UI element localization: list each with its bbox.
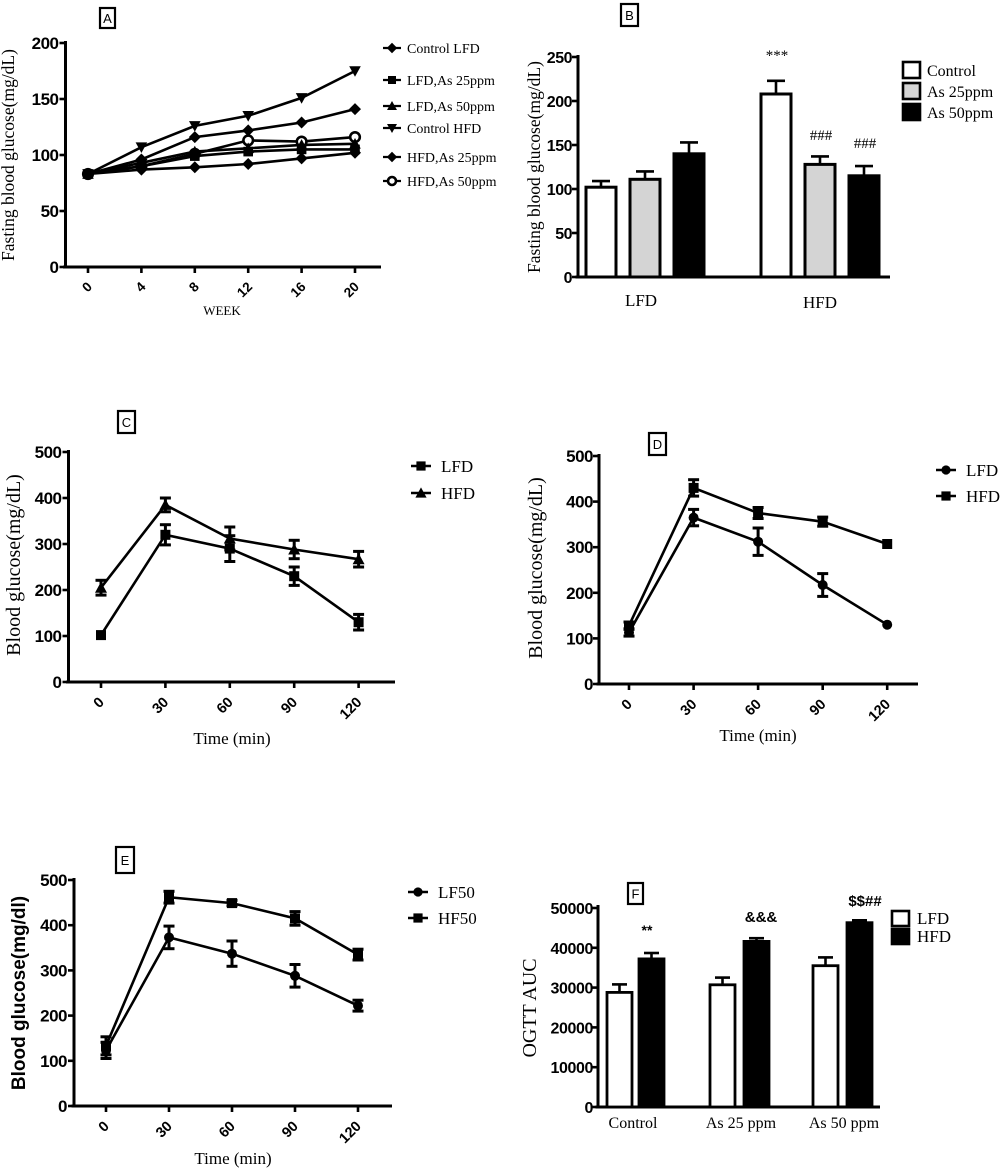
svg-text:300: 300 <box>40 961 67 980</box>
svg-text:50000: 50000 <box>551 901 594 918</box>
svg-text:LFD: LFD <box>966 461 998 480</box>
svg-text:F: F <box>632 887 640 902</box>
svg-text:Time (min): Time (min) <box>719 726 796 745</box>
svg-text:100: 100 <box>547 182 573 199</box>
svg-text:0: 0 <box>564 270 573 287</box>
svg-text:Blood glucose(mg/dL): Blood glucose(mg/dL) <box>3 474 25 656</box>
svg-text:Control: Control <box>927 63 976 80</box>
svg-text:Control: Control <box>609 1115 658 1132</box>
svg-text:A: A <box>103 11 112 26</box>
svg-text:0: 0 <box>53 673 62 692</box>
svg-text:###: ### <box>854 136 877 152</box>
svg-text:100: 100 <box>32 146 59 165</box>
svg-text:&&&: &&& <box>745 909 778 926</box>
svg-text:HFD: HFD <box>966 487 1000 506</box>
svg-text:200: 200 <box>35 581 62 600</box>
svg-text:200: 200 <box>32 34 59 53</box>
svg-text:LFD,As 25ppm: LFD,As 25ppm <box>407 74 495 89</box>
svg-text:HFD: HFD <box>803 293 837 312</box>
svg-text:150: 150 <box>32 90 59 109</box>
svg-text:200: 200 <box>566 584 593 603</box>
svg-text:200: 200 <box>547 94 573 111</box>
svg-text:Control LFD: Control LFD <box>407 42 480 57</box>
svg-text:WEEK: WEEK <box>203 303 241 318</box>
svg-text:As 25 ppm: As 25 ppm <box>706 1115 777 1132</box>
svg-text:C: C <box>122 415 131 430</box>
svg-text:200: 200 <box>40 1007 67 1026</box>
svg-text:HFD: HFD <box>441 484 475 503</box>
svg-text:Control HFD: Control HFD <box>407 122 481 137</box>
svg-text:100: 100 <box>40 1052 67 1071</box>
svg-text:400: 400 <box>35 489 62 508</box>
svg-text:0: 0 <box>585 1100 594 1117</box>
svg-text:B: B <box>625 8 634 23</box>
svg-text:30000: 30000 <box>551 981 594 998</box>
svg-text:Blood glucose(mg/dl): Blood glucose(mg/dl) <box>9 896 30 1090</box>
svg-text:100: 100 <box>566 629 593 648</box>
svg-text:$$##: $$## <box>848 893 882 910</box>
svg-text:150: 150 <box>547 138 573 155</box>
svg-text:400: 400 <box>566 493 593 512</box>
svg-text:Blood glucose(mg/dL): Blood glucose(mg/dL) <box>525 477 547 659</box>
svg-text:250: 250 <box>547 50 573 67</box>
svg-text:50: 50 <box>555 226 572 243</box>
svg-text:300: 300 <box>566 538 593 557</box>
svg-text:20000: 20000 <box>551 1020 594 1037</box>
svg-text:500: 500 <box>40 871 67 890</box>
svg-text:As 50ppm: As 50ppm <box>927 105 994 122</box>
svg-text:Time (min): Time (min) <box>194 1149 271 1168</box>
svg-text:40000: 40000 <box>551 941 594 958</box>
svg-text:500: 500 <box>566 447 593 466</box>
svg-text:50: 50 <box>41 202 59 221</box>
svg-text:100: 100 <box>35 627 62 646</box>
svg-text:OGTT AUC: OGTT AUC <box>519 958 541 1057</box>
svg-text:HFD,As 50ppm: HFD,As 50ppm <box>407 175 497 190</box>
svg-text:E: E <box>121 853 130 868</box>
svg-text:As 50 ppm: As 50 ppm <box>809 1115 880 1132</box>
svg-text:Fasting blood glucose(mg/dL): Fasting blood glucose(mg/dL) <box>524 61 544 273</box>
svg-text:HF50: HF50 <box>438 909 477 928</box>
svg-text:0: 0 <box>50 258 59 277</box>
svg-text:LF50: LF50 <box>438 883 475 902</box>
svg-text:0: 0 <box>584 675 593 694</box>
svg-text:Time (min): Time (min) <box>193 729 270 748</box>
svg-text:LFD: LFD <box>917 909 949 928</box>
svg-text:500: 500 <box>35 443 62 462</box>
svg-text:***: *** <box>766 48 789 64</box>
svg-text:10000: 10000 <box>551 1060 594 1077</box>
svg-text:Fasting blood glucose(mg/dL): Fasting blood glucose(mg/dL) <box>0 49 18 261</box>
svg-text:D: D <box>653 437 662 452</box>
svg-text:###: ### <box>810 128 833 144</box>
svg-text:As 25ppm: As 25ppm <box>927 84 994 101</box>
svg-text:**: ** <box>642 922 653 938</box>
svg-text:HFD: HFD <box>917 927 951 946</box>
svg-text:400: 400 <box>40 916 67 935</box>
svg-text:300: 300 <box>35 535 62 554</box>
svg-text:LFD,As 50ppm: LFD,As 50ppm <box>407 100 495 115</box>
svg-text:LFD: LFD <box>441 457 473 476</box>
svg-text:HFD,As 25ppm: HFD,As 25ppm <box>407 151 497 166</box>
svg-text:0: 0 <box>58 1097 67 1116</box>
svg-text:LFD: LFD <box>625 291 657 310</box>
